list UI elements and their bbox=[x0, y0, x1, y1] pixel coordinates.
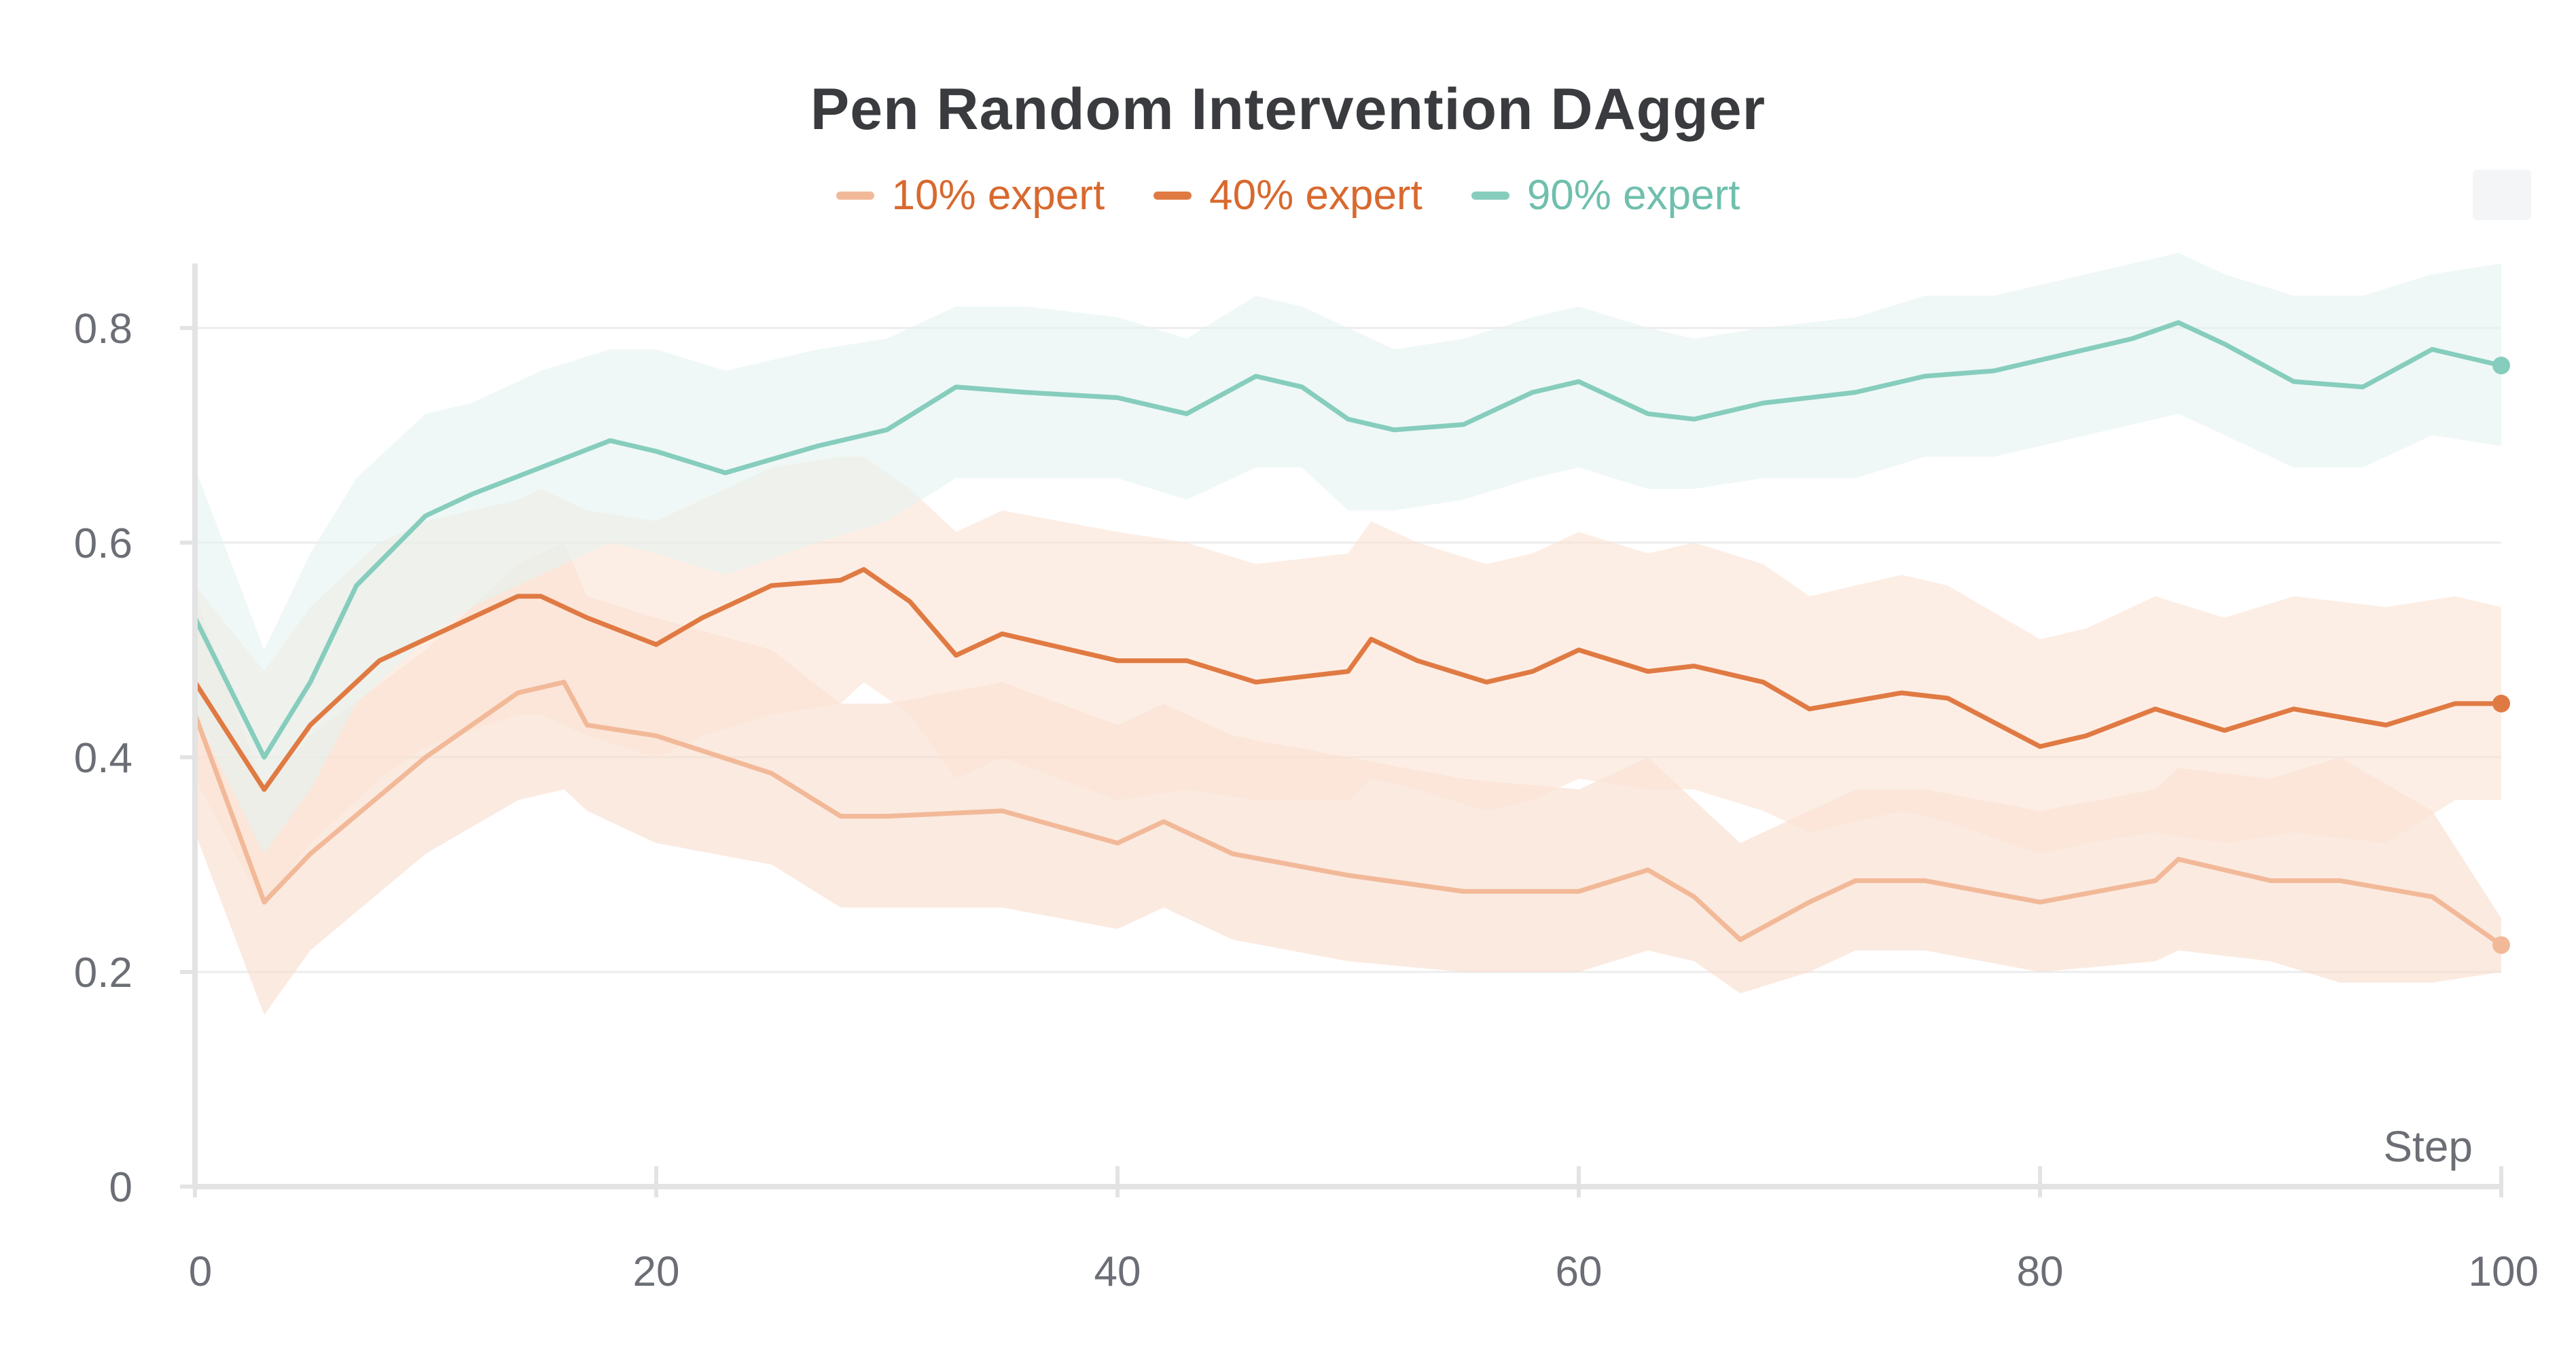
band-series-2 bbox=[195, 253, 2501, 854]
band-series-1 bbox=[195, 456, 2501, 908]
x-axis-title: Step bbox=[2383, 1122, 2473, 1171]
tick-labels: 0 20 40 60 80 100 0 0.2 0.4 0.6 0.8 bbox=[74, 306, 2539, 1295]
legend-item-40[interactable]: 40% expert bbox=[1153, 171, 1423, 219]
x-tick-label-4: 80 bbox=[2017, 1248, 2064, 1295]
line-series-1 bbox=[192, 566, 2504, 792]
y-tick-label-1: 0.2 bbox=[74, 950, 132, 996]
chart-title: Pen Random Intervention DAgger bbox=[810, 77, 1766, 142]
y-tick-label-4: 0.8 bbox=[74, 306, 132, 353]
endpoint-series-1 bbox=[2492, 694, 2510, 712]
legend: 10% expert 40% expert 90% expert bbox=[0, 171, 2576, 219]
x-tick-label-1: 20 bbox=[633, 1248, 680, 1295]
y-tick-label-0: 0 bbox=[109, 1164, 132, 1211]
x-tick-label-2: 40 bbox=[1094, 1248, 1141, 1295]
legend-swatch-40 bbox=[1153, 191, 1192, 200]
line-series-0 bbox=[192, 679, 2504, 948]
y-tick-label-2: 0.4 bbox=[74, 735, 132, 782]
endpoint-series-0 bbox=[2492, 936, 2510, 954]
y-tick-label-3: 0.6 bbox=[74, 520, 132, 567]
chart-options-box[interactable] bbox=[2473, 170, 2531, 220]
endpoint-series-2 bbox=[2492, 357, 2510, 375]
x-tick-label-3: 60 bbox=[1556, 1248, 1603, 1295]
axes bbox=[180, 264, 2503, 1197]
series-lines bbox=[192, 320, 2510, 954]
line-series-2 bbox=[192, 320, 2504, 760]
legend-label-10: 10% expert bbox=[891, 172, 1105, 219]
legend-label-40: 40% expert bbox=[1209, 172, 1423, 219]
x-tick-label-0: 0 bbox=[189, 1248, 212, 1295]
legend-item-10[interactable]: 10% expert bbox=[836, 171, 1105, 219]
x-tick-label-5: 100 bbox=[2469, 1248, 2539, 1295]
legend-swatch-10 bbox=[836, 191, 874, 200]
legend-item-90[interactable]: 90% expert bbox=[1471, 171, 1740, 219]
legend-label-90: 90% expert bbox=[1526, 172, 1740, 219]
legend-swatch-90 bbox=[1471, 191, 1509, 200]
confidence-bands bbox=[195, 253, 2501, 1015]
